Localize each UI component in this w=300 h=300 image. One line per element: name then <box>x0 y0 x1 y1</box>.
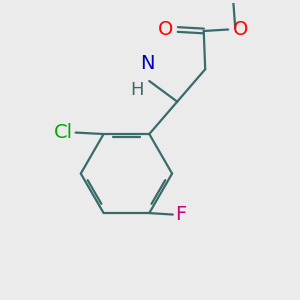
Text: F: F <box>175 205 186 224</box>
Text: N: N <box>140 54 154 73</box>
Text: H: H <box>130 81 143 99</box>
Text: Cl: Cl <box>54 123 73 142</box>
Text: O: O <box>158 20 174 39</box>
Text: O: O <box>232 20 248 39</box>
